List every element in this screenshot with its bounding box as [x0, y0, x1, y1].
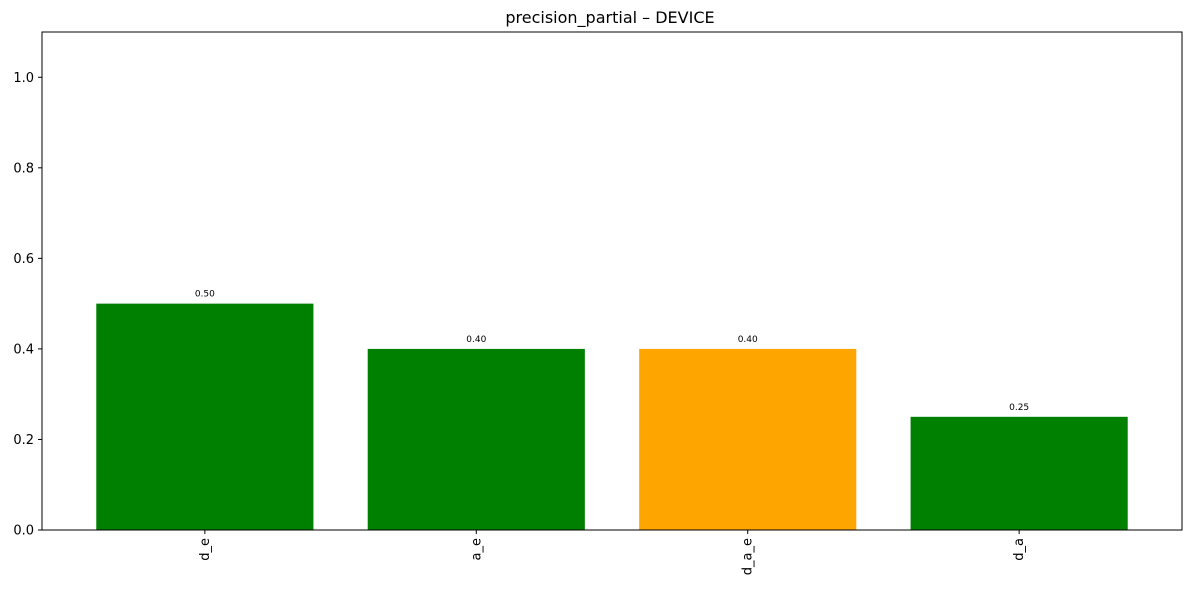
value-label-d_a: 0.25: [1009, 403, 1029, 413]
bar-d_a: [910, 416, 1128, 530]
x-tick-label-d_e: d_e: [198, 538, 213, 561]
y-tick-label-1.0: 1.0: [13, 71, 34, 86]
y-tick-label-0.8: 0.8: [13, 161, 34, 176]
bars-group: [96, 303, 1128, 530]
x-tick-label-d_a: d_a: [1012, 538, 1027, 561]
chart-title: precision_partial – DEVICE: [505, 8, 714, 28]
y-tick-label-0.0: 0.0: [13, 524, 34, 539]
x-tick-label-d_a_e: d_a_e: [741, 538, 756, 575]
x-axis: d_e a_e d_a_e d_a: [198, 530, 1027, 575]
value-label-d_a_e: 0.40: [738, 335, 758, 345]
value-label-d_e: 0.50: [195, 290, 215, 300]
bar-d_e: [96, 303, 314, 530]
value-labels-group: 0.50 0.40 0.40 0.25: [195, 290, 1029, 413]
y-tick-label-0.6: 0.6: [13, 252, 34, 267]
plot-frame: [41, 31, 1183, 531]
x-tick-label-a_e: a_e: [469, 538, 484, 560]
bar-d_a_e: [639, 348, 857, 530]
y-tick-label-0.2: 0.2: [13, 433, 34, 448]
y-tick-label-0.4: 0.4: [13, 342, 34, 357]
y-axis: 0.0 0.2 0.4 0.6 0.8 1.0: [13, 71, 42, 539]
value-label-a_e: 0.40: [466, 335, 486, 345]
bar-a_e: [367, 348, 585, 530]
